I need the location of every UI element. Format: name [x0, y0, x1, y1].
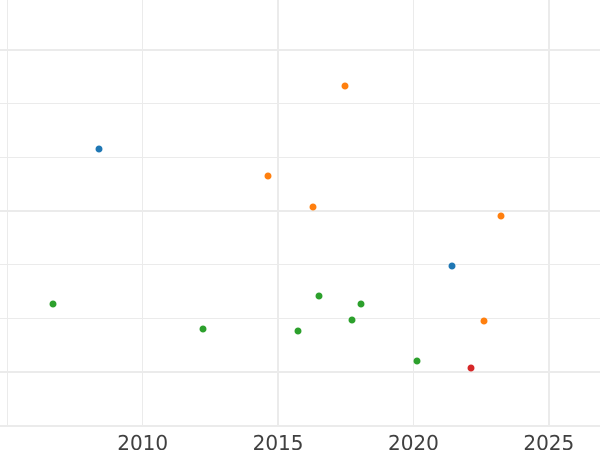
data-point-blue — [448, 262, 456, 270]
x-gridline — [141, 0, 144, 428]
data-point-orange — [497, 212, 505, 220]
y-gridline — [0, 425, 600, 427]
y-gridline — [0, 263, 600, 266]
x-gridline — [548, 0, 550, 428]
x-tick-label: 2015 — [252, 430, 304, 450]
y-gridline — [0, 371, 600, 373]
y-gridline — [0, 49, 600, 51]
x-tick-label: 2025 — [523, 430, 575, 450]
data-point-green — [49, 300, 57, 308]
data-point-blue — [95, 145, 103, 153]
data-point-green — [348, 316, 356, 324]
data-point-green — [199, 325, 207, 333]
y-gridline — [0, 210, 600, 212]
y-gridline — [0, 317, 600, 320]
x-gridline — [6, 0, 9, 428]
x-tick-label: 2010 — [117, 430, 169, 450]
data-point-orange — [309, 203, 317, 211]
data-point-orange — [264, 172, 272, 180]
data-point-orange — [341, 82, 349, 90]
data-point-green — [294, 327, 302, 335]
x-tick-label: 2020 — [387, 430, 439, 450]
data-point-red — [467, 364, 475, 372]
data-point-green — [357, 300, 365, 308]
x-gridline — [277, 0, 279, 428]
y-gridline — [0, 102, 600, 105]
data-point-green — [413, 357, 421, 365]
y-gridline — [0, 156, 600, 159]
data-point-green — [315, 292, 323, 300]
data-point-orange — [480, 317, 488, 325]
